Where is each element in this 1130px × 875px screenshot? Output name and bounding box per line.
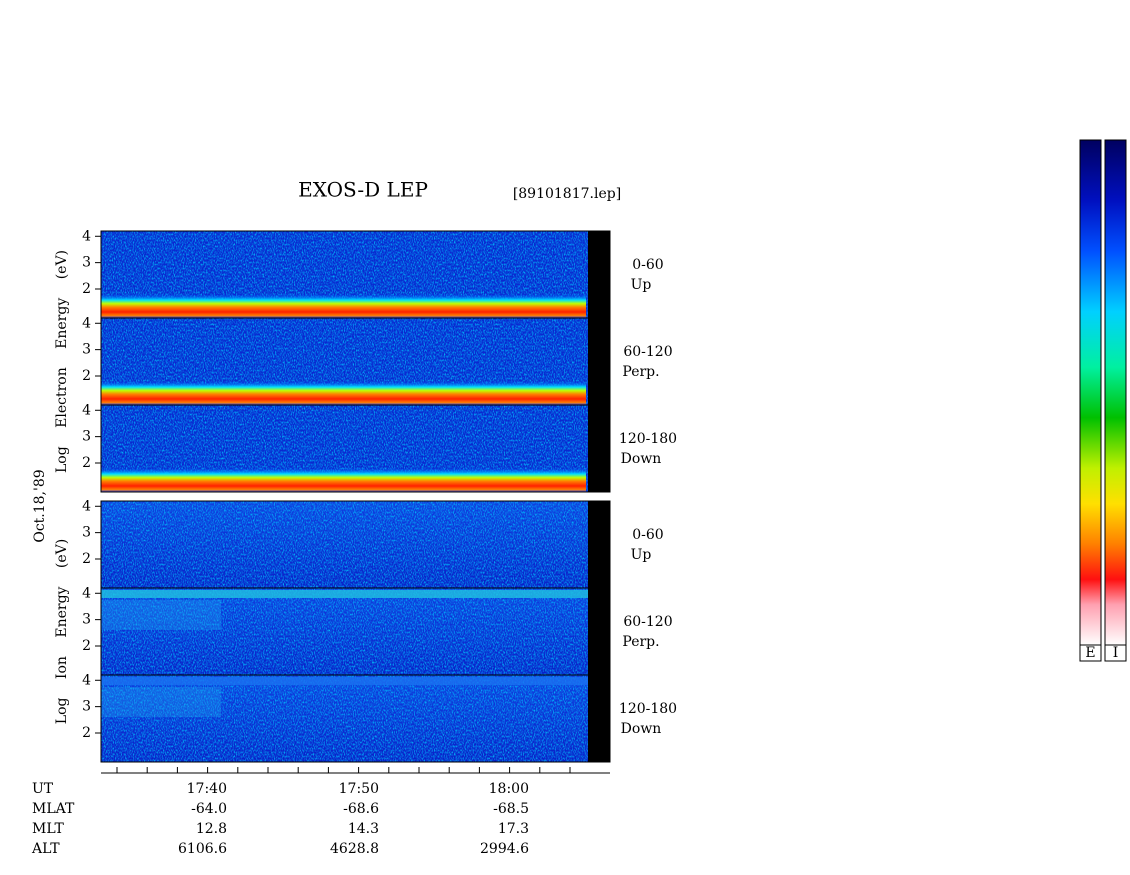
y-tick-label: 4 <box>82 315 91 331</box>
colorbar <box>1104 139 1127 646</box>
panel-direction: Down <box>621 451 662 467</box>
y-tick-label: 2 <box>82 638 91 654</box>
colorbar-label-box <box>1079 644 1102 662</box>
panel-direction: Perp. <box>622 364 659 380</box>
panel-range: 120-180 <box>619 701 677 717</box>
panel-direction: Perp. <box>622 634 659 650</box>
row-value: -64.0 <box>191 801 227 817</box>
y-tick-label: 2 <box>82 368 91 384</box>
spectrogram-band <box>101 468 586 492</box>
y-tick-label: 3 <box>82 699 91 715</box>
colorbar-label-box <box>1104 644 1127 662</box>
spectrogram-noise <box>101 675 588 762</box>
y-tick-label: 3 <box>82 429 91 445</box>
spectrogram-edge <box>588 588 610 675</box>
panel-range: 120-180 <box>619 431 677 447</box>
spectrogram-edge <box>588 405 610 492</box>
y-tick-label: 4 <box>82 228 91 244</box>
date: Oct.18,'89 <box>32 469 48 542</box>
y-tick-label: 3 <box>82 255 91 271</box>
y-tick-label: 2 <box>82 551 91 567</box>
row-value: 2994.6 <box>480 841 529 857</box>
title: EXOS-D LEP <box>298 178 428 202</box>
row-value: 18:00 <box>489 781 529 797</box>
file-name: [89101817.lep] <box>513 186 621 202</box>
y-tick-label: 3 <box>82 342 91 358</box>
spectrogram-band <box>101 381 586 405</box>
row-value: 12.8 <box>196 821 227 837</box>
panel-direction: Up <box>631 277 652 293</box>
row-value: 14.3 <box>348 821 379 837</box>
spectrogram-band <box>101 677 588 685</box>
row-value: 6106.6 <box>178 841 227 857</box>
colorbar-label: E <box>1085 645 1095 661</box>
y-tick-label: 2 <box>82 725 91 741</box>
row-value: -68.5 <box>493 801 529 817</box>
row-value: 4628.8 <box>330 841 379 857</box>
spectrogram-band <box>101 600 221 630</box>
spectrogram-edge <box>588 318 610 405</box>
colorbar-label: I <box>1113 645 1119 661</box>
panel-range: 0-60 <box>632 527 663 543</box>
panel-direction: Up <box>631 547 652 563</box>
panel-direction: Down <box>621 721 662 737</box>
spectrogram-band <box>101 687 221 717</box>
panel-frame <box>100 674 611 763</box>
spectrogram-noise <box>101 588 588 675</box>
spectrogram-noise <box>101 501 588 588</box>
spectrogram-edge <box>588 501 610 588</box>
y-axis-label: Log Ion Energy (eV) <box>54 539 70 724</box>
panel-range: 60-120 <box>623 344 672 360</box>
row-value: -68.6 <box>343 801 379 817</box>
y-tick-label: 2 <box>82 281 91 297</box>
spectrogram-edge <box>588 231 610 318</box>
y-tick-label: 3 <box>82 612 91 628</box>
panel-range: 0-60 <box>632 257 663 273</box>
y-tick-label: 4 <box>82 402 91 418</box>
row-value: 17:40 <box>187 781 227 797</box>
y-axis-label: Log Electron Energy (eV) <box>54 250 70 473</box>
spectrogram-band <box>101 294 586 318</box>
spectrogram-edge <box>588 675 610 762</box>
y-tick-label: 3 <box>82 525 91 541</box>
row-value: 17:50 <box>339 781 379 797</box>
y-tick-label: 2 <box>82 455 91 471</box>
row-label: MLAT <box>32 801 75 817</box>
panel-range: 60-120 <box>623 614 672 630</box>
spectrogram-band <box>101 590 588 598</box>
y-tick-label: 4 <box>82 498 91 514</box>
y-tick-label: 4 <box>82 585 91 601</box>
panel-frame <box>100 404 611 493</box>
row-label: MLT <box>32 821 64 837</box>
y-tick-label: 4 <box>82 672 91 688</box>
row-label: UT <box>32 781 54 797</box>
row-value: 17.3 <box>498 821 529 837</box>
colorbar <box>1079 139 1102 646</box>
row-label: ALT <box>31 841 60 857</box>
